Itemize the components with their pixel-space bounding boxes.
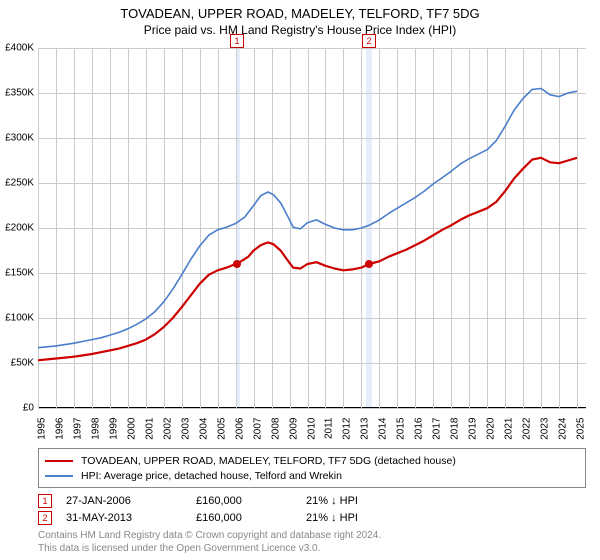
event-price: £160,000 <box>196 512 306 524</box>
x-tick-label: 2001 <box>144 418 155 440</box>
x-tick-label: 1996 <box>54 418 65 440</box>
x-tick-label: 2012 <box>342 418 353 440</box>
x-tick-label: 1998 <box>90 418 101 440</box>
legend-swatch <box>45 460 73 462</box>
y-tick-label: £300K <box>5 133 34 144</box>
x-tick-label: 2004 <box>198 418 209 440</box>
y-tick-label: £150K <box>5 268 34 279</box>
x-tick-label: 2013 <box>360 418 371 440</box>
event-number-box: 2 <box>38 511 52 525</box>
x-tick-label: 2019 <box>468 418 479 440</box>
event-row: 1 27-JAN-2006 £160,000 21% ↓ HPI <box>38 492 586 509</box>
x-tick-label: 2022 <box>522 418 533 440</box>
sale-marker-box: 1 <box>230 34 244 48</box>
x-tick-label: 2002 <box>162 418 173 440</box>
legend-box: TOVADEAN, UPPER ROAD, MADELEY, TELFORD, … <box>38 448 586 488</box>
titles: TOVADEAN, UPPER ROAD, MADELEY, TELFORD, … <box>0 0 600 37</box>
x-tick-label: 2007 <box>252 418 263 440</box>
y-tick-label: £400K <box>5 43 34 54</box>
x-tick-label: 2015 <box>396 418 407 440</box>
plot-region: 12 <box>38 48 586 408</box>
event-date: 31-MAY-2013 <box>66 512 196 524</box>
chart-subtitle: Price paid vs. HM Land Registry's House … <box>0 23 600 37</box>
x-tick-label: 2006 <box>234 418 245 440</box>
x-tick-label: 2003 <box>180 418 191 440</box>
x-tick-label: 2017 <box>432 418 443 440</box>
sale-marker-box: 2 <box>362 34 376 48</box>
event-diff: 21% ↓ HPI <box>306 512 416 524</box>
chart-container: TOVADEAN, UPPER ROAD, MADELEY, TELFORD, … <box>0 0 600 560</box>
event-number-box: 1 <box>38 494 52 508</box>
event-diff: 21% ↓ HPI <box>306 495 416 507</box>
event-row: 2 31-MAY-2013 £160,000 21% ↓ HPI <box>38 509 586 526</box>
x-tick-label: 2008 <box>270 418 281 440</box>
x-tick-label: 2011 <box>324 418 335 440</box>
legend-item: HPI: Average price, detached house, Telf… <box>45 468 579 483</box>
legend-swatch <box>45 475 73 477</box>
chart-area: 12 £0£50K£100K£150K£200K£250K£300K£350K£… <box>38 48 586 408</box>
x-tick-label: 2009 <box>288 418 299 440</box>
x-tick-label: 2014 <box>378 418 389 440</box>
x-tick-label: 2024 <box>558 418 569 440</box>
sale-dot <box>365 260 373 268</box>
sale-dot <box>233 260 241 268</box>
y-tick-label: £100K <box>5 313 34 324</box>
event-date: 27-JAN-2006 <box>66 495 196 507</box>
footer-line: This data is licensed under the Open Gov… <box>38 543 586 556</box>
event-price: £160,000 <box>196 495 306 507</box>
x-tick-label: 2021 <box>504 418 515 440</box>
legend-label: TOVADEAN, UPPER ROAD, MADELEY, TELFORD, … <box>81 455 456 467</box>
y-tick-label: £250K <box>5 178 34 189</box>
footer-line: Contains HM Land Registry data © Crown c… <box>38 530 586 543</box>
x-axis-labels: 1995 1996 1997 1998 1999 2000 2001 2002 2003 2004… <box>38 408 586 448</box>
x-tick-label: 2020 <box>486 418 497 440</box>
x-tick-label: 2010 <box>306 418 317 440</box>
x-tick-label: 2018 <box>450 418 461 440</box>
x-tick-label: 2023 <box>540 418 551 440</box>
x-tick-label: 2025 <box>576 418 587 440</box>
y-tick-label: £350K <box>5 88 34 99</box>
series-line-hpi <box>38 89 577 348</box>
legend-label: HPI: Average price, detached house, Telf… <box>81 470 342 482</box>
x-tick-label: 2016 <box>414 418 425 440</box>
x-tick-label: 1997 <box>72 418 83 440</box>
footer-attribution: Contains HM Land Registry data © Crown c… <box>38 530 586 555</box>
x-tick-label: 1999 <box>108 418 119 440</box>
y-tick-label: £50K <box>11 358 34 369</box>
series-line-property <box>38 158 577 360</box>
sale-events: 1 27-JAN-2006 £160,000 21% ↓ HPI 2 31-MA… <box>38 492 586 526</box>
y-tick-label: £0 <box>23 403 34 414</box>
legend-item: TOVADEAN, UPPER ROAD, MADELEY, TELFORD, … <box>45 453 579 468</box>
x-tick-label: 1995 <box>37 418 48 440</box>
x-tick-label: 2000 <box>126 418 137 440</box>
y-tick-label: £200K <box>5 223 34 234</box>
x-tick-label: 2005 <box>216 418 227 440</box>
chart-title: TOVADEAN, UPPER ROAD, MADELEY, TELFORD, … <box>0 6 600 21</box>
series-lines <box>38 48 586 408</box>
y-axis-labels: £0£50K£100K£150K£200K£250K£300K£350K£400… <box>0 48 36 408</box>
